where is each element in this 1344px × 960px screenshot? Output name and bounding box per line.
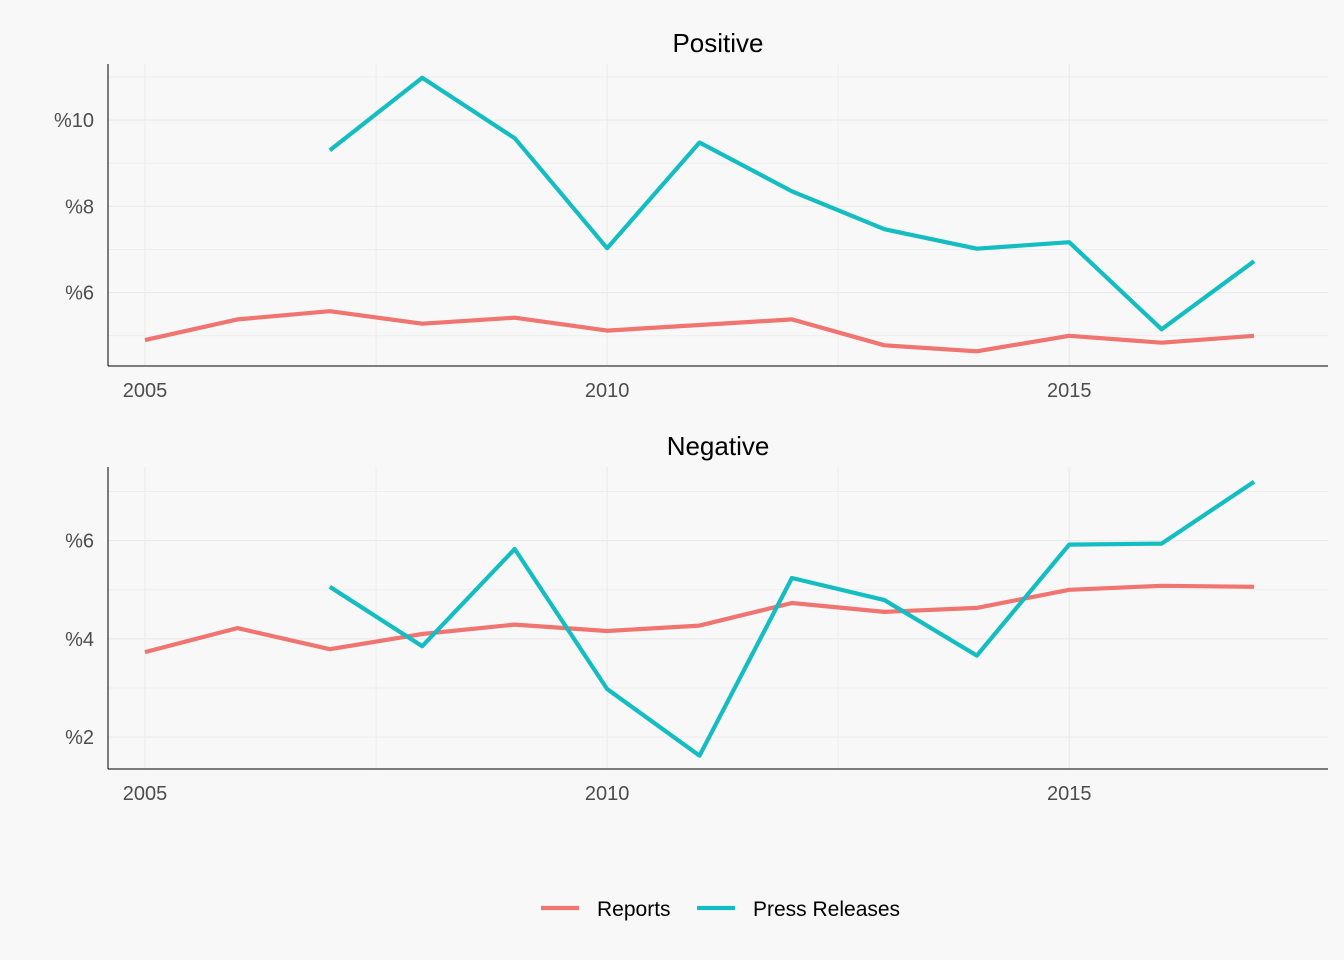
x-tick-label: 2010 xyxy=(585,380,630,402)
x-tick-label: 2005 xyxy=(123,783,168,805)
series-line-press-releases xyxy=(328,75,1256,332)
panel-title: Positive xyxy=(672,28,763,58)
legend-label: Reports xyxy=(597,898,671,921)
y-tick-label: %4 xyxy=(65,629,94,651)
y-tick-label: %2 xyxy=(65,727,94,749)
legend-item: Reports xyxy=(541,898,671,921)
y-tick-label: %10 xyxy=(54,110,94,132)
x-tick-label: 2005 xyxy=(123,380,168,402)
legend-item: Press Releases xyxy=(697,898,900,921)
panel-negative: Negative %2 %4 %6 2005 2010 2015 xyxy=(65,431,1328,805)
series-line-press-releases xyxy=(328,479,1256,758)
panel-positive: Positive %6 %8 %10 2005 2010 2015 xyxy=(54,28,1328,402)
x-tick-label: 2015 xyxy=(1047,783,1092,805)
series-line-reports xyxy=(144,309,1255,354)
y-tick-label: %6 xyxy=(65,531,94,553)
gridlines xyxy=(108,64,1328,366)
y-tick-label: %6 xyxy=(65,283,94,305)
series-line-reports xyxy=(144,583,1255,655)
gridlines xyxy=(108,467,1328,769)
x-tick-label: 2015 xyxy=(1047,380,1092,402)
legend-label: Press Releases xyxy=(753,898,900,921)
y-tick-label: %8 xyxy=(65,196,94,218)
x-tick-label: 2010 xyxy=(585,783,630,805)
panel-title: Negative xyxy=(667,431,770,461)
legend: Reports Press Releases xyxy=(541,898,900,921)
